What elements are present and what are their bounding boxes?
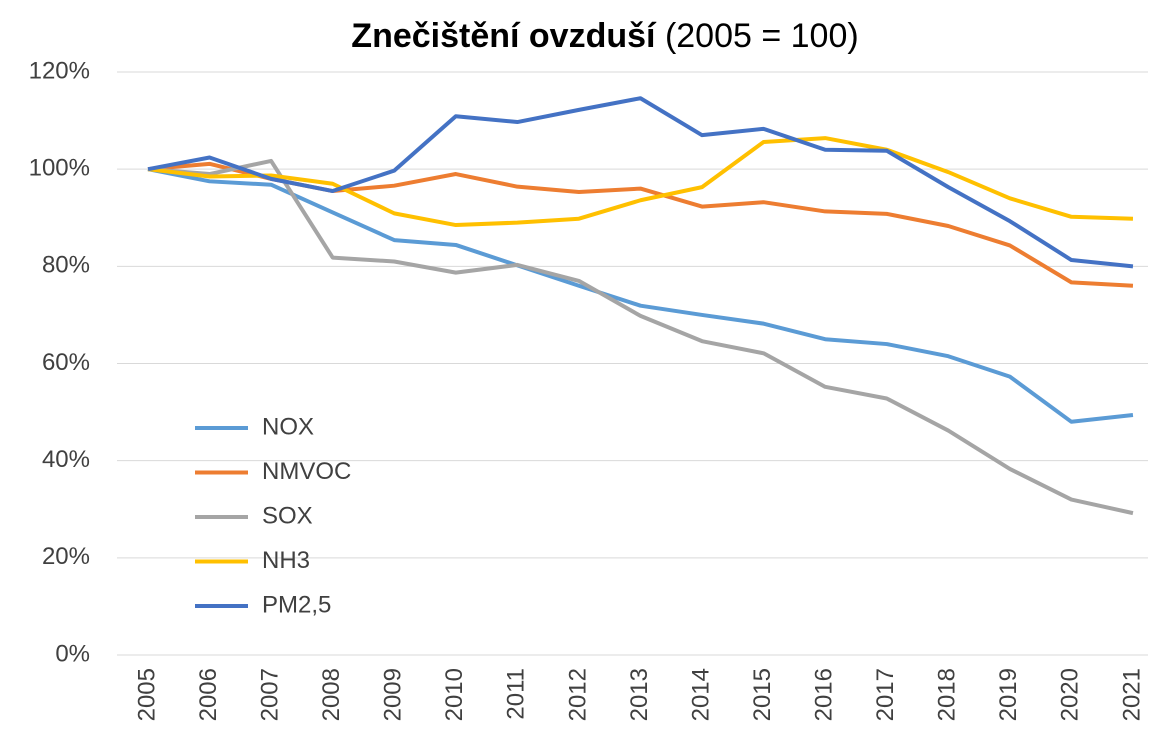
y-tick-label: 60% xyxy=(42,349,90,376)
x-tick-label: 2012 xyxy=(564,668,591,721)
y-tick-label: 40% xyxy=(42,446,90,473)
legend-label: SOX xyxy=(262,502,313,529)
y-tick-label: 100% xyxy=(29,155,90,182)
title: Znečištění ovzduší xyxy=(351,17,657,55)
legend-label: NOX xyxy=(262,413,314,440)
x-tick-label: 2006 xyxy=(195,668,222,721)
series-line xyxy=(147,167,1134,424)
series-line xyxy=(147,136,1134,228)
legend-label: NH3 xyxy=(262,547,310,574)
x-tick-label: 2020 xyxy=(1057,668,1084,721)
y-tick-label: 20% xyxy=(42,543,90,570)
y-tick-label: 0% xyxy=(55,640,90,667)
x-tick-label: 2014 xyxy=(687,668,714,721)
x-tick-label: 2017 xyxy=(872,668,899,721)
y-tick-label: 120% xyxy=(29,57,90,84)
series-line xyxy=(147,96,1134,269)
subtitle: (2005 = 100) xyxy=(665,17,859,55)
x-tick-label: 2011 xyxy=(503,668,530,720)
x-tick-label: 2015 xyxy=(749,668,776,721)
x-tick-label: 2010 xyxy=(441,668,468,721)
y-tick-label: 80% xyxy=(42,252,90,279)
x-tick-label: 2013 xyxy=(626,668,653,721)
x-tick-label: 2018 xyxy=(934,668,961,721)
x-tick-label: 2005 xyxy=(133,668,160,721)
x-tick-label: 2008 xyxy=(318,668,345,721)
legend-label: PM2,5 xyxy=(262,591,331,618)
legend-label: NMVOC xyxy=(262,458,351,485)
chart-title: Znečištění ovzduší (2005 = 100) xyxy=(351,17,858,55)
x-tick-label: 2016 xyxy=(811,668,838,721)
x-tick-label: 2019 xyxy=(995,668,1022,721)
series-line xyxy=(147,158,1134,516)
x-tick-label: 2007 xyxy=(256,668,283,721)
x-tick-label: 2009 xyxy=(380,668,407,721)
x-tick-label: 2021 xyxy=(1118,668,1145,721)
